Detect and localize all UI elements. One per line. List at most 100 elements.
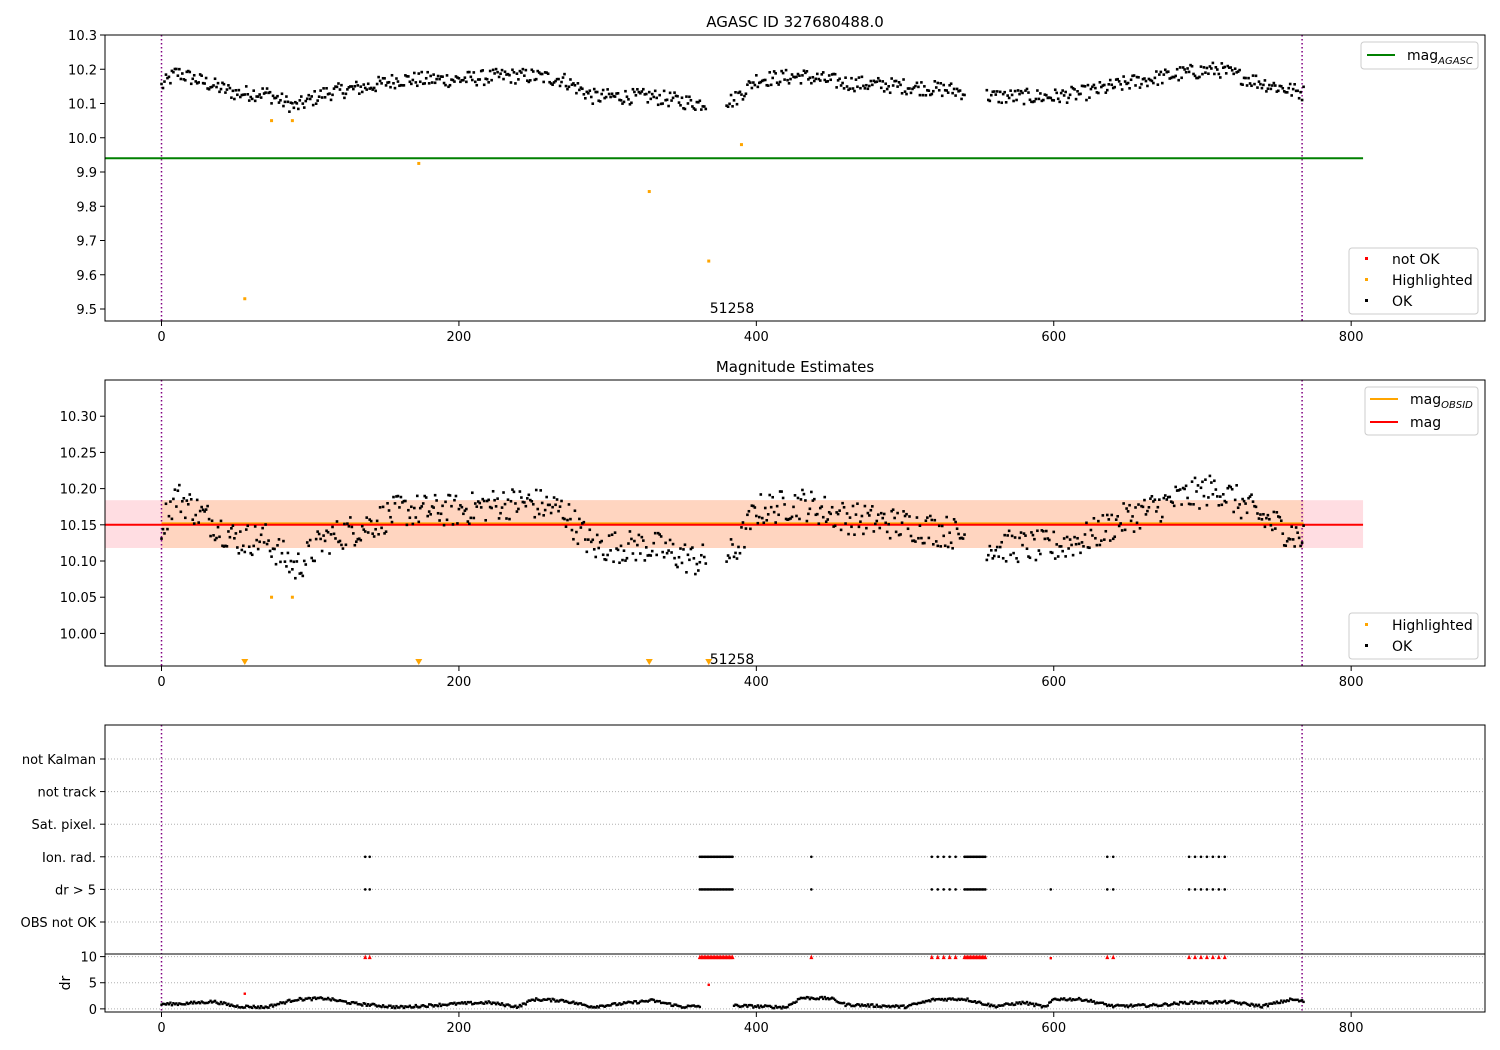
dr-capped-marker [1216,954,1221,960]
ok-point [237,552,241,555]
dr-ok-point [1074,998,1078,1001]
ok-point [505,73,508,76]
dr-ok-point [787,1003,791,1007]
dr-ok-point [648,999,651,1002]
ok-point [399,83,403,87]
ok-point [811,499,815,502]
ok-point [893,516,896,520]
ok-point [1053,88,1057,92]
dr-ok-point [439,1004,443,1008]
dr-ok-point [1018,1001,1021,1004]
ok-point [418,80,422,84]
dr-ok-point [636,1002,639,1005]
dr-ok-point [367,1003,370,1006]
dr-ok-point [615,1003,618,1007]
dr-ok-point [682,1006,685,1009]
ok-point [200,505,203,509]
dr-ok-point [444,1003,447,1007]
ok-point [1149,78,1152,82]
ok-point [688,95,691,99]
ok-point [946,91,950,94]
ok-point [1108,539,1112,542]
dr-ok-point [1036,1003,1039,1006]
ok-point [320,549,324,553]
dr-ok-point [584,1003,587,1007]
dr-ok-point [1013,1003,1017,1006]
ok-point [534,488,538,492]
dr-ok-point [1009,1003,1012,1006]
ok-point [613,531,617,534]
dr-ok-point [163,1002,166,1006]
ok-point [1175,67,1179,71]
ok-point [1059,545,1063,548]
ok-point [749,81,752,84]
dr-ok-point [633,1000,636,1003]
ok-point [295,102,299,105]
ok-point [1193,74,1197,78]
ok-point [380,526,383,530]
ok-point [876,513,880,516]
ok-point [1171,75,1175,79]
x-tick-label: 600 [1041,330,1066,345]
ok-point [1213,479,1216,483]
ok-point [647,90,651,94]
dr-ok-point [393,1006,397,1010]
ok-point [1296,89,1299,93]
ok-point [1251,74,1255,77]
ok-point [259,96,263,99]
dr-ok-point [967,999,971,1003]
flag-point [1199,888,1203,891]
dr-ok-point [960,997,963,1001]
ok-point [933,80,937,83]
ok-point [655,96,659,100]
dr-ok-point [1233,1001,1237,1004]
ok-point [618,98,621,102]
dr-ok-point [378,1005,382,1008]
dr-ok-point [164,1003,168,1006]
ok-point [847,532,850,536]
ok-point [618,561,621,565]
ok-point [897,533,901,537]
flag-point [936,855,940,859]
ok-point [621,102,624,105]
dr-ok-point [173,1003,177,1006]
dr-ok-point [435,1004,438,1007]
ok-point [799,498,803,501]
dr-ok-point [1174,1002,1177,1005]
ok-point [606,88,609,91]
ok-point [231,524,235,527]
ok-point [414,516,418,519]
dr-ok-point [361,1004,364,1007]
ok-point [1094,536,1097,540]
ok-point [995,545,999,549]
ok-point [1153,498,1157,502]
dr-ok-point [1107,1003,1110,1007]
dr-ok-point [679,1005,682,1008]
ok-point [992,554,996,558]
ok-point [396,80,400,83]
ok-point [905,512,908,516]
ok-point [1178,66,1182,69]
ok-point [646,101,650,104]
ok-point [818,506,822,510]
dr-ok-point [1088,1000,1091,1003]
ok-point [839,528,843,532]
dr-ok-point [419,1005,422,1009]
ok-point [1251,500,1255,503]
dr-ok-point [1260,1006,1264,1009]
ok-point [1285,91,1289,94]
dr-ok-point [1092,1000,1096,1003]
ok-point [948,83,951,87]
ok-point [357,537,361,541]
dr-ok-point [1220,1001,1223,1004]
dr-ok-point [448,1002,452,1005]
ok-point [848,516,852,519]
x-tick-label: 600 [1041,1021,1066,1036]
ok-point [644,92,648,96]
dr-ok-point [456,1002,459,1005]
ok-point [627,542,630,545]
ok-point [487,498,490,502]
dr-ok-point [160,1003,163,1006]
ok-point [1079,92,1082,96]
ok-point [363,86,367,90]
